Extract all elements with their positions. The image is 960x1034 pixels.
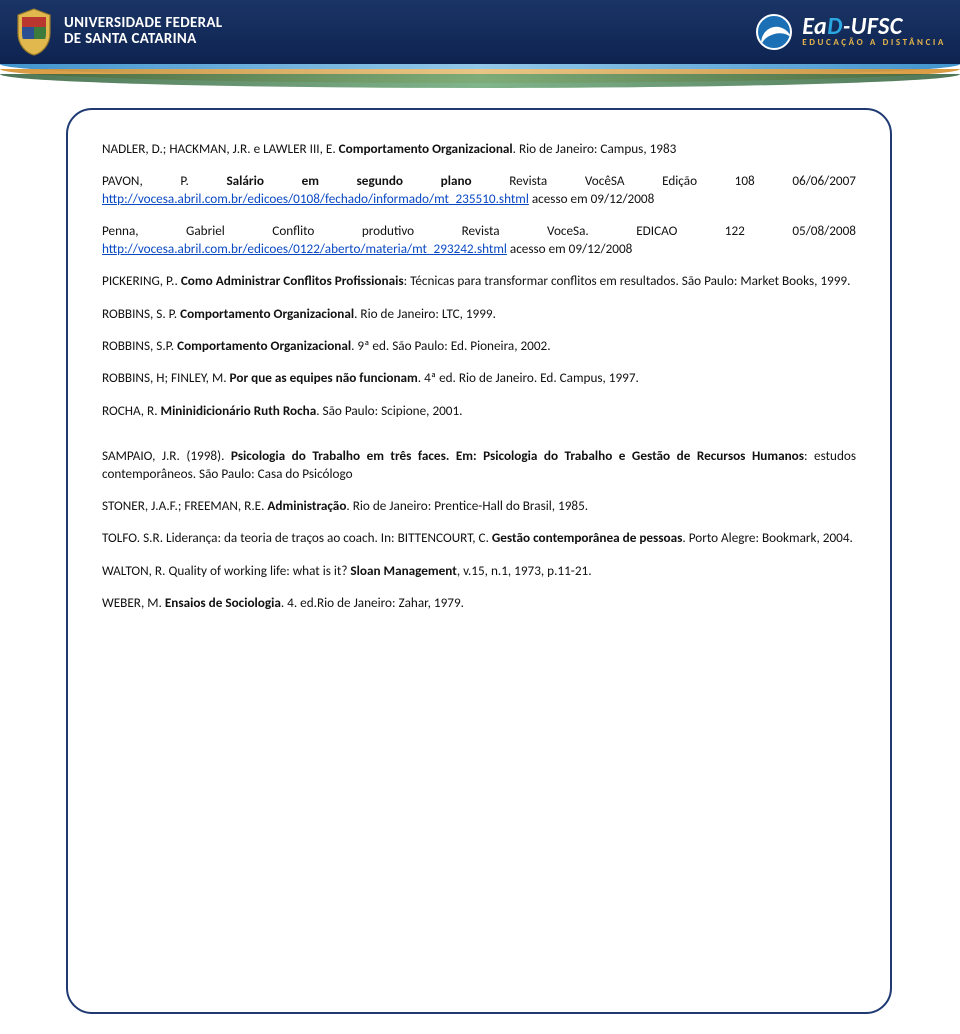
ribbon-green xyxy=(0,74,960,88)
reference-entry: NADLER, D.; HACKMAN, J.R. e LAWLER III, … xyxy=(102,140,856,157)
ref-text: : Técnicas para transformar conflitos em… xyxy=(404,272,851,289)
header-ribbons xyxy=(0,64,960,88)
reference-entry: PICKERING, P.. Como Administrar Conflito… xyxy=(102,272,856,289)
header-right: EaD-UFSC EDUCAÇÃO A DISTÂNCIA xyxy=(756,14,946,50)
reference-entry: WALTON, R. Quality of working life: what… xyxy=(102,562,856,579)
ref-title: Salário em segundo plano xyxy=(226,172,471,189)
reference-entry: WEBER, M. Ensaios de Sociologia. 4. ed.R… xyxy=(102,594,856,611)
ref-text: . 4. ed.Rio de Janeiro: Zahar, 1979. xyxy=(281,594,464,611)
ref-title: Como Administrar Conflitos Profissionais xyxy=(181,272,404,289)
ead-tagline: EDUCAÇÃO A DISTÂNCIA xyxy=(802,37,946,48)
reference-entry: PAVON, P. Salário em segundo plano Revis… xyxy=(102,172,856,207)
ref-title: Gestão contemporânea de pessoas xyxy=(492,529,683,546)
ref-link[interactable]: http://vocesa.abril.com.br/edicoes/0122/… xyxy=(102,240,507,257)
ref-text: . Porto Alegre: Bookmark, 2004. xyxy=(682,529,852,546)
ref-text: ROCHA, R. xyxy=(102,402,161,419)
ref-text: . 4ª ed. Rio de Janeiro. Ed. Campus, 199… xyxy=(418,369,639,386)
university-name: UNIVERSIDADE FEDERAL DE SANTA CATARINA xyxy=(64,16,222,48)
ref-text: WALTON, R. Quality of working life: what… xyxy=(102,562,350,579)
ref-title: Comportamento Organizacional xyxy=(180,305,354,322)
ref-text: acesso em 09/12/2008 xyxy=(507,240,632,257)
ref-text: . Rio de Janeiro: Prentice-Hall do Brasi… xyxy=(346,497,588,514)
ref-title: Ensaios de Sociologia xyxy=(165,594,281,611)
reference-entry: STONER, J.A.F.; FREEMAN, R.E. Administra… xyxy=(102,497,856,514)
ufsc-shield-icon xyxy=(14,7,54,57)
reference-entry: ROBBINS, S.P. Comportamento Organizacion… xyxy=(102,337,856,354)
ref-text: Revista VocêSA Edição 108 06/06/2007 xyxy=(472,172,856,189)
reference-entry: SAMPAIO, J.R. (1998). Psicologia do Trab… xyxy=(102,447,856,482)
ref-text: PAVON, P. xyxy=(102,172,226,189)
reference-entry: ROCHA, R. Mininidicionário Ruth Rocha. S… xyxy=(102,402,856,419)
ead-brand-line: EaD-UFSC xyxy=(802,16,946,38)
ref-title: Comportamento Organizacional xyxy=(339,140,513,157)
ref-text: ROBBINS, H; FINLEY, M. xyxy=(102,369,230,386)
ref-title: Mininidicionário Ruth Rocha xyxy=(161,402,317,419)
ref-text: SAMPAIO, J.R. (1998). xyxy=(102,447,231,464)
reference-entry: ROBBINS, H; FINLEY, M. Por que as equipe… xyxy=(102,369,856,386)
ref-text: . Rio de Janeiro: Campus, 1983 xyxy=(513,140,677,157)
ead-brand: EaD-UFSC EDUCAÇÃO A DISTÂNCIA xyxy=(802,16,946,49)
ref-text: acesso em 09/12/2008 xyxy=(529,190,654,207)
ref-text: Penna, Gabriel Conflito produtivo Revist… xyxy=(102,222,856,239)
reference-entry: Penna, Gabriel Conflito produtivo Revist… xyxy=(102,222,856,257)
reference-entry: ROBBINS, S. P. Comportamento Organizacio… xyxy=(102,305,856,322)
content-frame: NADLER, D.; HACKMAN, J.R. e LAWLER III, … xyxy=(66,108,892,1014)
ref-title: Sloan Management xyxy=(350,562,456,579)
ref-text: PICKERING, P.. xyxy=(102,272,181,289)
ref-title: Administração xyxy=(267,497,346,514)
ref-title: Psicologia do Trabalho em três faces. Em… xyxy=(231,447,804,464)
header-bar: UNIVERSIDADE FEDERAL DE SANTA CATARINA E… xyxy=(0,0,960,64)
header-left: UNIVERSIDADE FEDERAL DE SANTA CATARINA xyxy=(14,7,222,57)
ref-title: Por que as equipes não funcionam xyxy=(230,369,418,386)
reference-entry: TOLFO. S.R. Liderança: da teoria de traç… xyxy=(102,529,856,546)
ref-title: Comportamento Organizacional xyxy=(177,337,351,354)
university-line2: DE SANTA CATARINA xyxy=(64,32,222,48)
ref-text: WEBER, M. xyxy=(102,594,165,611)
ref-text: , v.15, n.1, 1973, p.11-21. xyxy=(457,562,592,579)
ead-swoosh-icon xyxy=(756,14,792,50)
ref-text: . São Paulo: Scipione, 2001. xyxy=(316,402,462,419)
ref-text: TOLFO. S.R. Liderança: da teoria de traç… xyxy=(102,529,492,546)
ref-text: . Rio de Janeiro: LTC, 1999. xyxy=(354,305,496,322)
ref-text: . 9ª ed. São Paulo: Ed. Pioneira, 2002. xyxy=(351,337,550,354)
ref-link[interactable]: http://vocesa.abril.com.br/edicoes/0108/… xyxy=(102,190,529,207)
ref-text: NADLER, D.; HACKMAN, J.R. e LAWLER III, … xyxy=(102,140,339,157)
ref-text: ROBBINS, S.P. xyxy=(102,337,177,354)
ref-text: ROBBINS, S. P. xyxy=(102,305,180,322)
ref-text: STONER, J.A.F.; FREEMAN, R.E. xyxy=(102,497,267,514)
